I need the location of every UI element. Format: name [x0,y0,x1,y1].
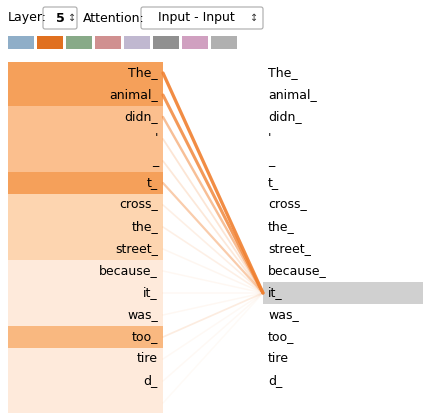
Text: didn_: didn_ [125,111,158,123]
Text: the_: the_ [131,221,158,233]
Text: _: _ [152,154,158,168]
Text: because_: because_ [99,264,158,278]
Text: didn_: didn_ [268,111,302,123]
Text: it_: it_ [268,287,283,299]
Text: t_: t_ [268,176,279,190]
Text: Input - Input: Input - Input [158,12,234,24]
FancyBboxPatch shape [43,7,77,29]
Text: t_: t_ [147,176,158,190]
Bar [66,36,92,49]
Text: 5: 5 [55,12,64,24]
Text: animal_: animal_ [109,88,158,102]
Text: because_: because_ [268,264,327,278]
Text: cross_: cross_ [119,199,158,211]
Text: cross_: cross_ [268,199,307,211]
Text: street_: street_ [268,242,311,256]
Text: was_: was_ [268,309,299,321]
Bar [8,216,163,238]
Text: ↕: ↕ [68,13,76,23]
Bar [8,282,163,304]
Bar [124,36,150,49]
Text: d_: d_ [268,375,282,387]
Bar [8,128,163,150]
Text: Attention:: Attention: [83,12,145,24]
Text: ↕: ↕ [250,13,258,23]
Bar [153,36,179,49]
Text: ': ' [268,133,271,145]
Bar [8,304,163,326]
Text: too_: too_ [132,330,158,344]
Text: it_: it_ [143,287,158,299]
Bar [8,194,163,216]
Bar [8,370,163,392]
Text: The_: The_ [128,66,158,79]
Bar [8,106,163,128]
Bar [8,84,163,106]
Bar [8,36,34,49]
Text: the_: the_ [268,221,295,233]
Text: too_: too_ [268,330,295,344]
Text: was_: was_ [127,309,158,321]
Text: animal_: animal_ [268,88,317,102]
FancyBboxPatch shape [141,7,263,29]
Bar [8,62,163,84]
Bar [211,36,237,49]
Text: d_: d_ [144,375,158,387]
Text: tire: tire [268,353,289,366]
Bar [8,348,163,370]
Text: ': ' [155,133,158,145]
Bar [8,172,163,194]
Text: The_: The_ [268,66,298,79]
Bar [8,392,163,413]
Bar [8,260,163,282]
Bar [37,36,63,49]
Bar [95,36,121,49]
Bar [263,282,423,304]
Text: _: _ [268,154,274,168]
Bar [8,326,163,348]
Text: tire: tire [137,353,158,366]
Text: street_: street_ [115,242,158,256]
Bar [8,238,163,260]
Text: Layer:: Layer: [8,12,47,24]
Bar [8,150,163,172]
Bar [182,36,208,49]
